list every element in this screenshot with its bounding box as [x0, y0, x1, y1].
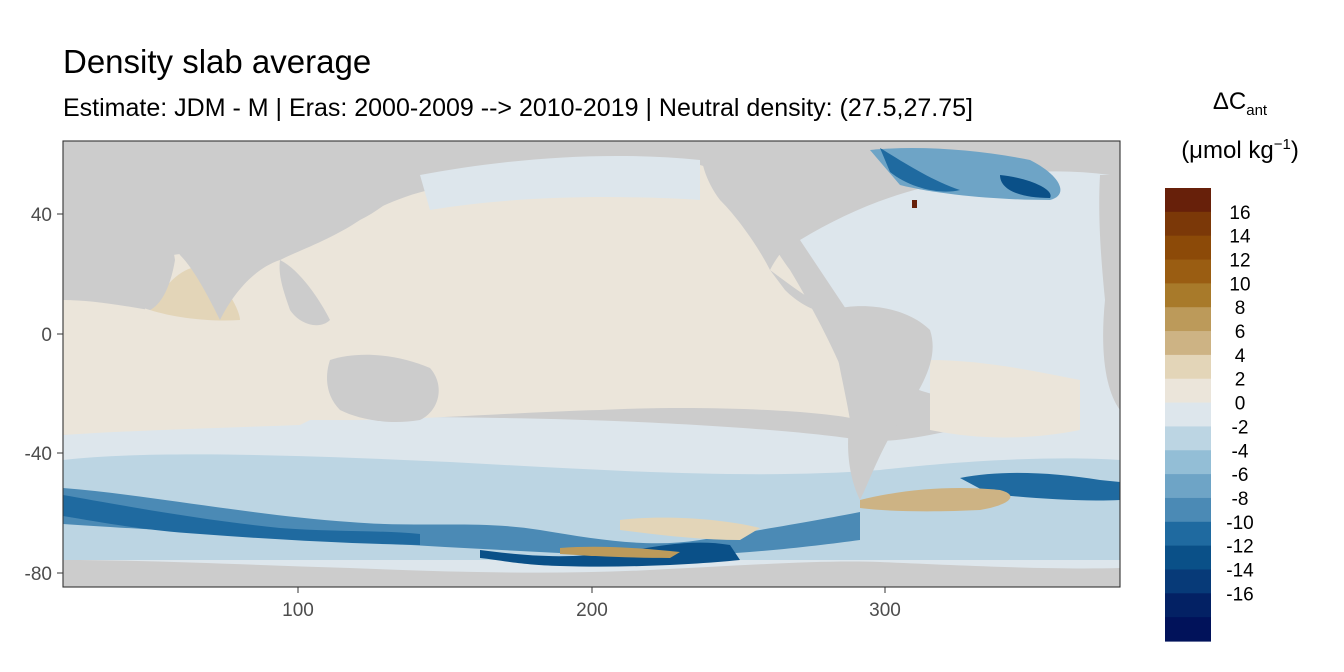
legend-label: -2 [1232, 417, 1249, 438]
legend-swatch [1165, 402, 1211, 428]
legend-swatch [1165, 450, 1211, 475]
legend-swatch [1165, 593, 1211, 618]
legend-label: -12 [1226, 537, 1253, 558]
pacific-interior [120, 163, 860, 425]
legend-swatch [1165, 378, 1211, 404]
legend-swatch [1165, 307, 1211, 332]
legend-label: -6 [1232, 465, 1249, 486]
legend-label: 12 [1229, 251, 1250, 272]
legend-label: 4 [1235, 346, 1246, 367]
legend-label: 6 [1235, 322, 1246, 343]
y-tick-label: 40 [31, 205, 52, 226]
legend-label: -14 [1226, 561, 1254, 582]
legend-swatch [1165, 211, 1211, 237]
map-title: Density slab average [63, 43, 372, 80]
map-subtitle: Estimate: JDM - M | Eras: 2000-2009 --> … [63, 94, 973, 122]
x-tick-label: 100 [282, 600, 314, 621]
legend-swatch [1165, 331, 1211, 356]
legend-label: 2 [1235, 370, 1246, 391]
legend-label: -16 [1226, 584, 1253, 605]
legend-swatch [1165, 354, 1211, 380]
legend-swatch [1165, 497, 1211, 523]
southern-ocean-darker [63, 495, 420, 545]
legend-swatch [1165, 235, 1211, 261]
legend-swatch [1165, 545, 1211, 571]
legend-swatch [1165, 617, 1211, 642]
ocean-field [63, 141, 1120, 587]
legend-title: ΔCant [1212, 88, 1268, 119]
legend-label: 10 [1229, 274, 1250, 295]
legend-swatch [1165, 426, 1211, 451]
x-tick-label: 300 [869, 600, 901, 621]
legend-unit: (μmol kg−1) [1181, 136, 1299, 164]
legend-label: 8 [1235, 298, 1246, 319]
legend-label: -10 [1226, 513, 1253, 534]
y-axis: 40 0 -40 -80 [25, 205, 63, 585]
legend-swatch [1165, 569, 1211, 594]
legend-swatch [1165, 521, 1211, 547]
legend-swatch [1165, 259, 1211, 284]
x-tick-label: 200 [576, 600, 608, 621]
legend-swatch [1165, 188, 1211, 213]
land-masses [63, 141, 1120, 587]
legend-label: 14 [1229, 227, 1251, 248]
y-tick-label: -80 [25, 564, 52, 585]
legend-label: -4 [1232, 441, 1249, 462]
y-tick-label: -40 [25, 444, 52, 465]
legend-swatch [1165, 283, 1211, 308]
legend-swatch [1165, 474, 1211, 499]
legend-label: 0 [1235, 394, 1246, 415]
legend-label: 16 [1229, 203, 1250, 224]
y-tick-label: 0 [41, 325, 52, 346]
north-pacific [420, 155, 700, 210]
legend-label: -8 [1232, 489, 1249, 510]
legend-colorbar [1165, 188, 1211, 642]
x-axis: 100 200 300 [282, 587, 901, 621]
